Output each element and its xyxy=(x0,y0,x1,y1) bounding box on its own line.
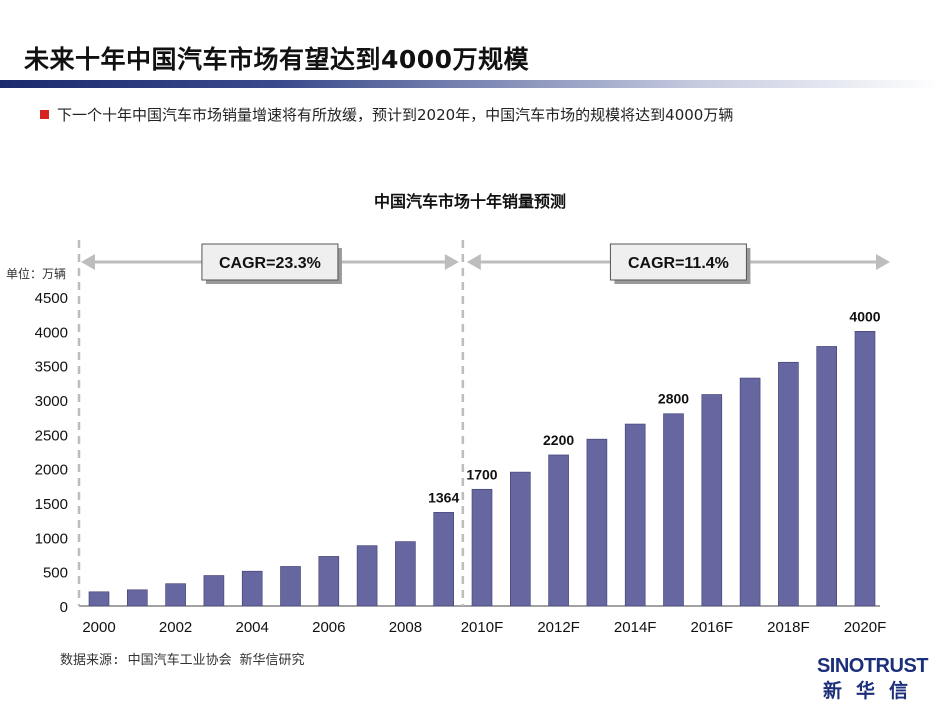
cagr-label: CAGR=11.4% xyxy=(628,255,729,272)
y-tick-label: 500 xyxy=(43,565,68,582)
data-source: 数据来源: 中国汽车工业协会 新华信研究 xyxy=(60,653,305,668)
unit-label: 单位：万辆 xyxy=(6,266,66,281)
y-tick-label: 2500 xyxy=(35,427,68,444)
bar-data-label: 2800 xyxy=(658,391,689,407)
y-tick-label: 3500 xyxy=(35,359,68,376)
y-tick-label: 4000 xyxy=(35,324,68,341)
page-title: 未来十年中国汽车市场有望达到4000万规模 xyxy=(24,45,530,74)
arrow-left-icon xyxy=(466,254,481,270)
bar xyxy=(778,361,799,607)
bar xyxy=(165,583,186,607)
x-tick-label: 2008 xyxy=(389,619,422,636)
bar xyxy=(624,423,646,607)
logo-text-en: SINOTRUST xyxy=(816,655,929,677)
x-tick-label: 2020F xyxy=(844,619,887,636)
bar xyxy=(548,454,569,607)
y-tick-label: 2000 xyxy=(35,462,68,479)
bar xyxy=(395,541,416,607)
bar xyxy=(663,413,684,607)
bullet-point: 下一个十年中国汽车市场销量增速将有所放缓，预计到2020年，中国汽车市场的规模将… xyxy=(40,104,733,125)
bar xyxy=(433,512,455,607)
bar xyxy=(356,545,378,607)
bar-data-label: 2200 xyxy=(543,432,574,448)
y-tick-label: 1500 xyxy=(35,496,68,513)
chart-title: 中国汽车市场十年销量预测 xyxy=(373,192,566,211)
bar xyxy=(241,570,263,607)
bar xyxy=(509,471,531,607)
bar xyxy=(88,591,110,607)
bullet-text: 下一个十年中国汽车市场销量增速将有所放缓，预计到2020年，中国汽车市场的规模将… xyxy=(57,106,734,124)
arrow-left-icon xyxy=(81,254,95,270)
bar xyxy=(127,589,148,607)
y-tick-label: 3000 xyxy=(35,393,68,410)
bar xyxy=(280,566,301,607)
bar-data-label: 1700 xyxy=(466,466,497,482)
x-tick-label: 2018F xyxy=(767,619,810,636)
bar xyxy=(318,556,340,607)
cagr-box xyxy=(609,243,747,281)
bar xyxy=(203,575,225,607)
bar xyxy=(854,331,876,607)
bar xyxy=(739,377,761,607)
bar-data-label: 4000 xyxy=(849,308,880,324)
x-tick-label: 2012F xyxy=(537,619,580,636)
x-tick-label: 2010F xyxy=(461,619,504,636)
x-tick-label: 2002 xyxy=(159,619,192,636)
x-tick-label: 2004 xyxy=(236,619,269,636)
x-tick-label: 2000 xyxy=(82,619,115,636)
x-tick-label: 2016F xyxy=(691,619,734,636)
sinotrust-logo: SINOTRUST 新华信 xyxy=(816,655,929,703)
x-tick-label: 2014F xyxy=(614,619,657,636)
cagr-label: CAGR=23.3% xyxy=(219,255,321,272)
bullet-square-icon xyxy=(40,110,49,119)
bar xyxy=(816,346,838,607)
bar xyxy=(586,438,608,607)
cagr-box xyxy=(201,243,339,281)
bar-data-label: 1364 xyxy=(428,489,459,505)
title-underline xyxy=(0,80,940,88)
y-tick-label: 1000 xyxy=(35,530,68,547)
y-tick-label: 4500 xyxy=(35,290,68,307)
arrow-right-icon xyxy=(876,254,890,270)
x-tick-label: 2006 xyxy=(312,619,345,636)
bar xyxy=(471,488,493,607)
bar xyxy=(701,394,723,607)
arrow-right-icon xyxy=(444,254,459,270)
logo-text-cn: 新华信 xyxy=(822,680,922,702)
y-tick-label: 0 xyxy=(60,599,68,616)
